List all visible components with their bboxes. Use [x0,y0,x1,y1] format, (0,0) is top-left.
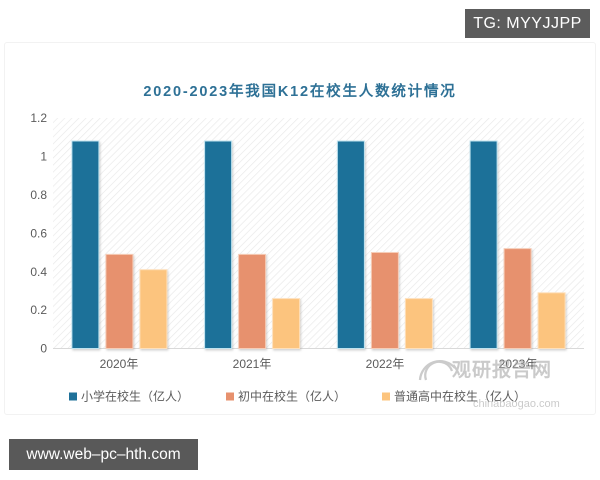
svg-text:2020年: 2020年 [100,357,139,371]
svg-text:0.2: 0.2 [30,303,47,317]
svg-text:初中在校生（亿人）: 初中在校生（亿人） [238,389,346,404]
svg-text:0.6: 0.6 [30,226,47,240]
svg-text:0.4: 0.4 [30,265,47,279]
svg-text:1: 1 [40,150,47,164]
svg-text:chinabaogao.com: chinabaogao.com [473,398,560,410]
svg-text:观研报告网: 观研报告网 [452,358,552,381]
svg-text:2021年: 2021年 [233,357,272,371]
svg-text:小学在校生（亿人）: 小学在校生（亿人） [81,389,189,404]
svg-text:1.2: 1.2 [30,111,47,125]
svg-text:0: 0 [40,342,47,356]
svg-text:0.8: 0.8 [30,188,47,202]
svg-text:2022年: 2022年 [366,357,405,371]
